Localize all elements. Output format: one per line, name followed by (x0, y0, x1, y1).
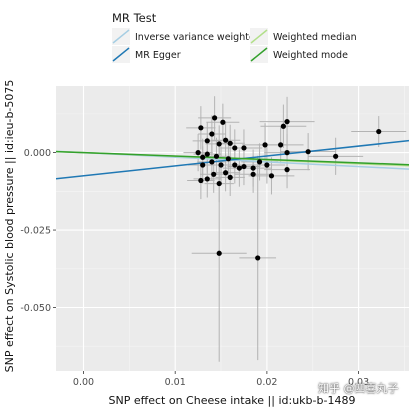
data-point (255, 255, 261, 261)
regression-lines (56, 139, 409, 180)
regression-line (56, 139, 409, 180)
data-point (218, 162, 224, 168)
data-point (268, 173, 275, 179)
data-point (227, 174, 233, 180)
data-point (278, 142, 284, 148)
x-tick-label: 0.00 (73, 377, 94, 388)
data-point (250, 171, 256, 177)
grid-minor (56, 86, 409, 371)
x-axis-ticks: 0.00 0.01 0.02 0.03 (73, 371, 369, 388)
data-point (198, 177, 204, 184)
data-point (236, 165, 242, 171)
legend-title: MR Test (112, 11, 157, 25)
y-tick-label: -0.025 (20, 226, 51, 237)
grid-major (56, 86, 409, 371)
data-point (204, 176, 210, 182)
data-point (262, 142, 268, 148)
data-point (264, 162, 270, 168)
legend-key-line (250, 47, 268, 62)
legend-label: Inverse variance weighted (135, 32, 261, 43)
x-tick-label: 0.02 (256, 377, 277, 388)
x-tick-label: 0.03 (348, 377, 369, 388)
data-point (195, 150, 201, 156)
data-point (204, 151, 210, 157)
data-points (195, 115, 382, 261)
data-point (220, 119, 226, 125)
data-point (216, 141, 222, 147)
data-point (284, 167, 290, 173)
plot-panel (56, 86, 409, 371)
watermark-text: 知乎 @四喜丸子 (318, 382, 399, 395)
data-point (212, 115, 218, 121)
data-point (284, 119, 290, 125)
x-axis-title: SNP effect on Cheese intake || id:ukb-b-… (109, 394, 356, 407)
data-point (333, 153, 339, 159)
data-point (256, 159, 263, 165)
data-point (280, 123, 286, 129)
legend-label: MR Egger (135, 50, 181, 61)
data-point (376, 128, 382, 135)
legend: MR Test Inverse variance weighted Weighte… (112, 11, 357, 63)
data-point (250, 165, 256, 171)
data-point (209, 131, 215, 137)
y-axis-title: SNP effect on Systolic blood pressure ||… (3, 80, 16, 373)
data-point (204, 138, 210, 144)
legend-label: Weighted median (273, 32, 357, 43)
data-point (211, 171, 217, 177)
y-axis-ticks: 0.000 -0.025 -0.050 (20, 148, 56, 314)
data-point (198, 125, 204, 131)
data-point (213, 153, 220, 159)
y-tick-label: 0.000 (24, 148, 51, 159)
data-point (225, 156, 231, 162)
data-point (223, 137, 229, 143)
legend-key-line (112, 29, 130, 44)
legend-key-line (250, 29, 268, 44)
regression-line (56, 150, 409, 166)
data-point (200, 154, 206, 160)
x-tick-label: 0.01 (165, 377, 186, 388)
data-point (223, 170, 229, 176)
data-point (232, 162, 238, 168)
legend-label: Weighted mode (273, 50, 348, 61)
data-point (216, 180, 222, 187)
y-tick-label: -0.050 (20, 303, 51, 314)
data-point (284, 150, 290, 156)
data-point (305, 149, 311, 155)
data-point (232, 145, 238, 151)
data-point (241, 163, 247, 170)
data-point (209, 159, 215, 165)
data-point (241, 145, 247, 151)
data-point (227, 140, 233, 146)
data-point (216, 250, 222, 256)
data-point (200, 162, 206, 168)
legend-key-line (112, 47, 130, 62)
